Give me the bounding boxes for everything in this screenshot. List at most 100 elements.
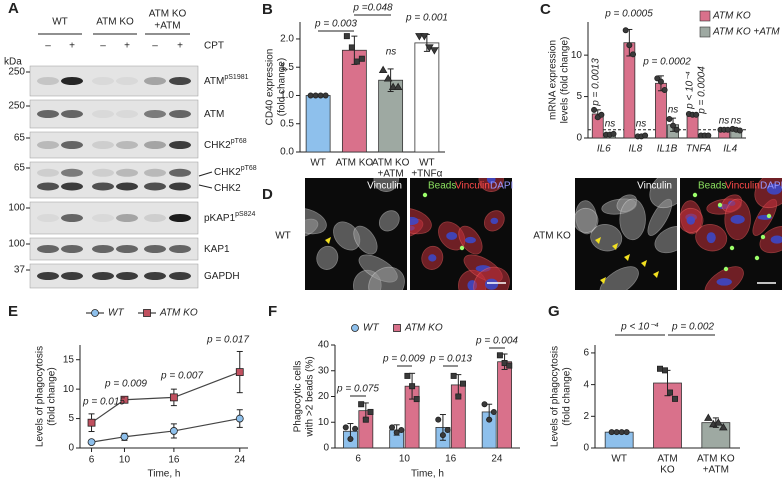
band xyxy=(116,77,138,85)
legend-label: WT xyxy=(363,323,379,334)
marker xyxy=(661,86,668,93)
band-label-text: CHK2 xyxy=(214,183,241,194)
band-label: ATM xyxy=(204,109,224,120)
band-label-text: CHK2 xyxy=(204,140,231,151)
band xyxy=(37,245,59,253)
y-axis-label: Phagocytic cells xyxy=(293,361,304,433)
marker xyxy=(169,427,178,435)
x-tick-label: IL1B xyxy=(657,144,678,155)
band xyxy=(92,182,114,191)
band xyxy=(61,214,83,222)
cell xyxy=(575,207,599,233)
x-tick-label: IL4 xyxy=(723,144,737,155)
marker xyxy=(322,92,329,99)
nucleus xyxy=(766,183,782,195)
marker xyxy=(598,111,605,118)
y-tick-label: 20 xyxy=(318,391,330,402)
x-tick-label: TNFA xyxy=(686,144,712,155)
nucleus xyxy=(716,278,732,286)
group-label: WT xyxy=(52,17,68,28)
nucleus xyxy=(686,216,696,225)
band xyxy=(169,168,191,177)
panel-label: A xyxy=(8,0,19,17)
arrowhead xyxy=(595,237,601,244)
band-label: KAP1 xyxy=(204,244,230,255)
marker xyxy=(591,106,598,113)
band-label-sup: pS1981 xyxy=(224,74,248,81)
x-tick-label: 6 xyxy=(89,455,95,466)
marker xyxy=(307,92,314,99)
marker xyxy=(404,372,411,379)
kda-mark: 250 xyxy=(8,67,25,78)
band xyxy=(144,77,166,85)
marker xyxy=(91,309,99,317)
channel-label: DAPI xyxy=(760,181,782,192)
nucleus xyxy=(464,236,476,244)
marker xyxy=(506,362,513,369)
annotation: ns xyxy=(719,116,730,127)
marker xyxy=(388,82,398,90)
nucleus xyxy=(446,232,458,240)
band xyxy=(169,245,191,253)
marker xyxy=(413,396,420,403)
x-tick-label: +ATM xyxy=(378,169,404,180)
marker xyxy=(120,432,129,441)
band-label-text: ATM xyxy=(204,109,224,120)
band-label: ATMpS1981 xyxy=(204,74,249,87)
marker xyxy=(626,42,633,49)
y-axis-label: levels (fold change) xyxy=(560,37,571,124)
cell xyxy=(654,226,677,254)
band xyxy=(169,77,191,85)
annotation: p = 0.007 xyxy=(160,371,203,382)
marker xyxy=(398,426,405,433)
annotation: p = 0.009 xyxy=(104,379,147,390)
x-tick-label: 10 xyxy=(399,454,411,465)
cell xyxy=(378,210,400,232)
micrograph xyxy=(575,178,677,290)
y-tick-label: 0 xyxy=(323,443,329,454)
lane-sign: – xyxy=(100,41,106,52)
y-axis-label: CD40 expression xyxy=(265,49,276,126)
y-tick-label: 4 xyxy=(583,379,589,390)
band-label: CHK2pT68 xyxy=(204,138,247,151)
marker xyxy=(169,393,178,402)
annotation: p = 0.0002 xyxy=(642,57,691,68)
marker xyxy=(367,408,374,415)
marker xyxy=(657,365,664,372)
marker xyxy=(630,51,637,58)
annotation: p = 0.001 xyxy=(405,13,448,24)
row-label: WT xyxy=(275,231,291,242)
panel-label: B xyxy=(262,1,273,18)
marker xyxy=(235,414,244,423)
marker xyxy=(435,416,442,423)
marker xyxy=(714,418,723,426)
annotation: ns xyxy=(668,105,679,116)
band-label-text: pKAP1 xyxy=(204,213,236,224)
series-line xyxy=(91,417,240,443)
x-tick-label: WT xyxy=(611,454,627,465)
annotation: ns xyxy=(636,119,647,130)
marker xyxy=(496,352,503,359)
marker xyxy=(623,429,630,436)
marker xyxy=(420,33,429,41)
band xyxy=(116,110,138,118)
band-label-text: ATM xyxy=(204,76,224,87)
marker xyxy=(342,424,349,431)
micrograph xyxy=(305,178,407,290)
marker xyxy=(120,395,129,404)
marker xyxy=(673,126,680,133)
channel-label: Vinculin xyxy=(367,181,402,192)
annotation: p = 0.017 xyxy=(206,335,249,346)
y-tick-label: 0.5 xyxy=(280,118,294,129)
bar xyxy=(414,42,440,153)
bead xyxy=(723,266,729,272)
x-tick-label: +TNFα xyxy=(411,169,442,180)
y-tick-label: 1.0 xyxy=(280,90,294,101)
marker xyxy=(143,309,151,317)
x-tick-label: 24 xyxy=(491,454,503,465)
band xyxy=(144,141,166,149)
band-label-sup: pT68 xyxy=(241,165,257,172)
marker xyxy=(654,75,661,82)
kda-mark: 100 xyxy=(8,203,25,214)
